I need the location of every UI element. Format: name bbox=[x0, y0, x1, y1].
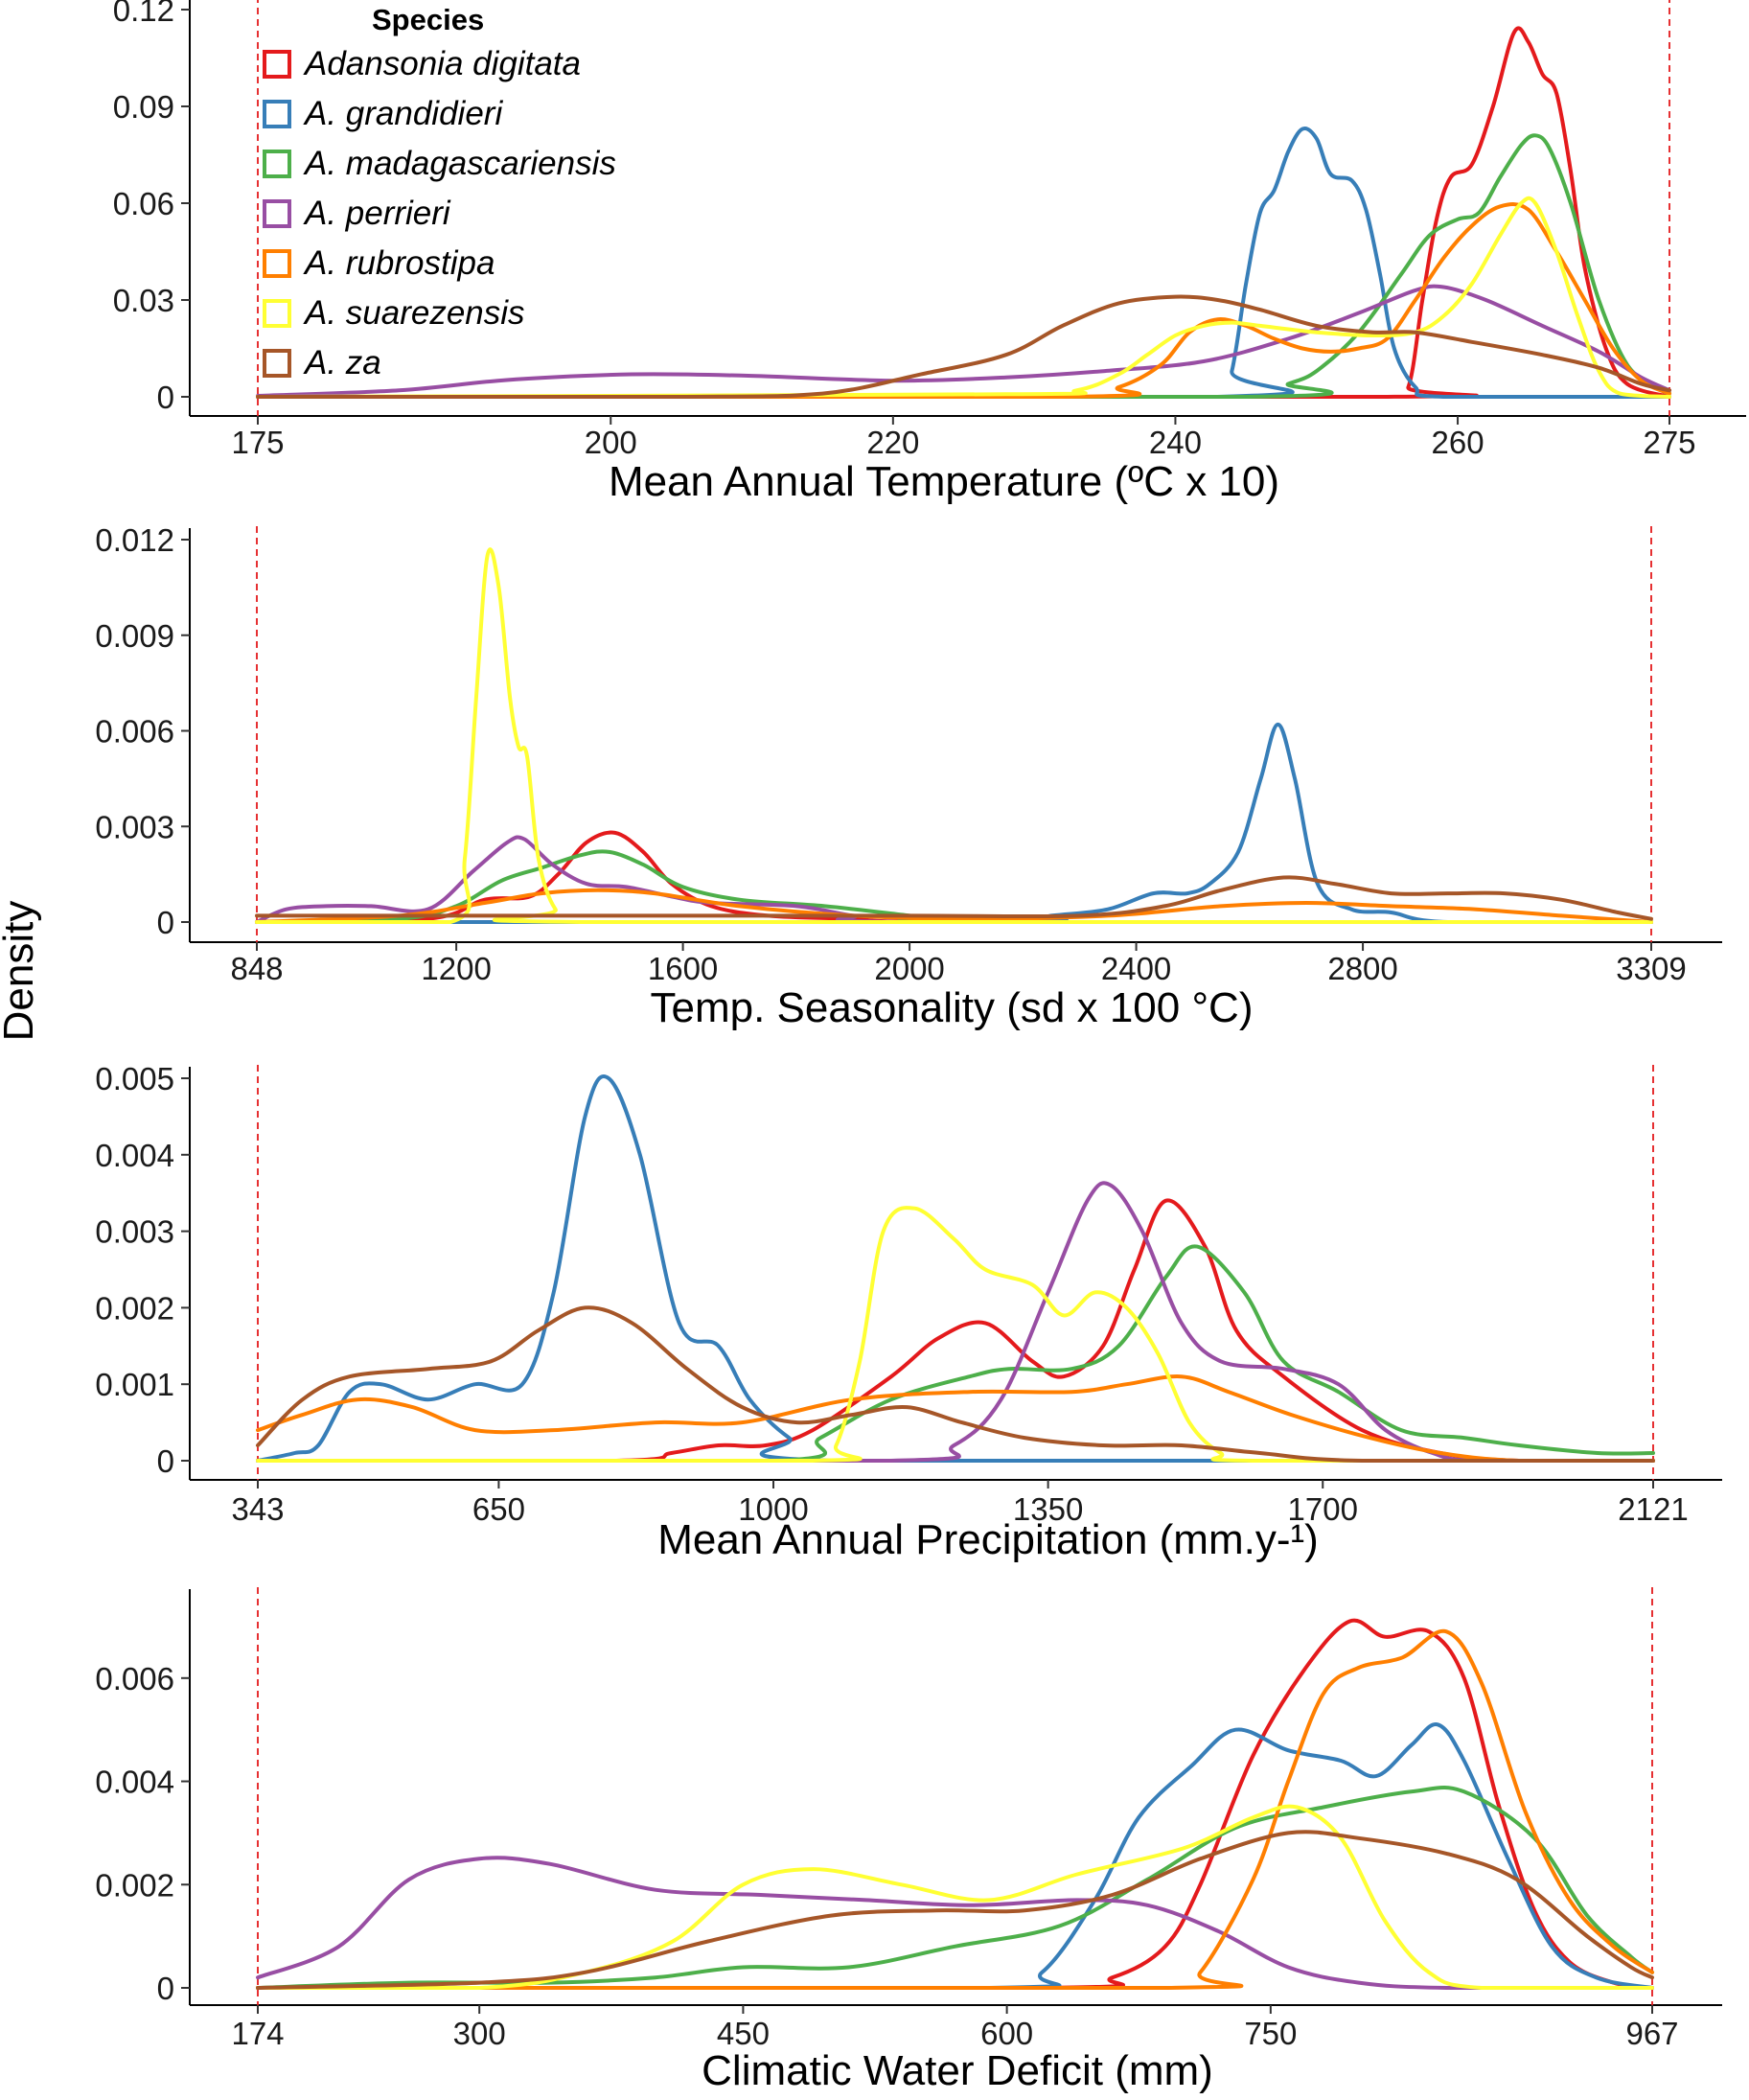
y-tick-label: 0.005 bbox=[95, 1061, 174, 1096]
density-curve bbox=[256, 294, 1671, 400]
density-curve bbox=[256, 1618, 1654, 1991]
x-axis-title: Mean Annual Precipitation (mm.y-¹) bbox=[657, 1516, 1319, 1563]
x-tick-label: 240 bbox=[1149, 425, 1202, 460]
x-tick-label: 300 bbox=[453, 2016, 506, 2051]
y-tick-label: 0.004 bbox=[95, 1138, 174, 1173]
y-tick-label: 0.09 bbox=[113, 89, 174, 125]
density-curve bbox=[256, 1206, 1655, 1464]
x-tick-label: 275 bbox=[1643, 425, 1695, 460]
x-tick-label: 967 bbox=[1625, 2016, 1678, 2051]
x-tick-label: 450 bbox=[717, 2016, 770, 2051]
x-tick-label: 260 bbox=[1432, 425, 1484, 460]
density-curve bbox=[256, 284, 1671, 398]
x-tick-label: 174 bbox=[231, 2016, 284, 2051]
x-tick-label: 2400 bbox=[1101, 951, 1171, 986]
density-curve bbox=[256, 1786, 1654, 1990]
density-curve bbox=[255, 875, 1653, 921]
x-tick-label: 2000 bbox=[874, 951, 944, 986]
x-tick-label: 750 bbox=[1244, 2016, 1297, 2051]
y-tick-label: 0.012 bbox=[95, 522, 174, 558]
density-curve bbox=[256, 1244, 1655, 1464]
density-curve bbox=[256, 1856, 1654, 1991]
legend-swatch bbox=[263, 199, 291, 228]
y-tick-label: 0.004 bbox=[95, 1765, 174, 1800]
x-tick-label: 3309 bbox=[1616, 951, 1686, 986]
legend-label: A. suarezensis bbox=[303, 294, 525, 332]
x-tick-label: 1700 bbox=[1288, 1491, 1358, 1527]
x-tick-label: 2121 bbox=[1618, 1491, 1688, 1527]
legend-swatch bbox=[263, 249, 291, 278]
x-axis-title: Temp. Seasonality (sd x 100 °C) bbox=[651, 984, 1254, 1031]
x-tick-label: 1200 bbox=[421, 951, 491, 986]
legend-label: A. perrieri bbox=[303, 195, 451, 232]
legend-label: A. za bbox=[303, 344, 381, 381]
y-tick-label: 0 bbox=[157, 1443, 174, 1479]
x-tick-label: 650 bbox=[472, 1491, 525, 1527]
legend-swatch bbox=[263, 349, 291, 378]
y-tick-label: 0.009 bbox=[95, 618, 174, 654]
x-tick-label: 220 bbox=[866, 425, 919, 460]
x-axis-title: Climatic Water Deficit (mm) bbox=[702, 2047, 1213, 2094]
legend-label: Adansonia digitata bbox=[303, 45, 581, 82]
density-curve bbox=[256, 26, 1671, 400]
y-tick-label: 0.002 bbox=[95, 1290, 174, 1326]
density-curve bbox=[256, 1074, 1655, 1464]
legend-label: A. madagascariensis bbox=[303, 145, 616, 182]
panel-2: 0 0.003 0.006 0.009 0.012 848 1200 1600 2000 2400… bbox=[95, 522, 1722, 1031]
legend-swatch bbox=[263, 150, 291, 178]
x-tick-label: 600 bbox=[980, 2016, 1033, 2051]
legend-swatch bbox=[263, 50, 291, 79]
y-tick-label: 0.001 bbox=[95, 1367, 174, 1402]
y-tick-label: 0.002 bbox=[95, 1867, 174, 1903]
legend-label: A. rubrostipa bbox=[303, 244, 495, 282]
x-tick-label: 1350 bbox=[1013, 1491, 1083, 1527]
density-curve bbox=[256, 1628, 1654, 1991]
y-tick-label: 0.003 bbox=[95, 809, 174, 844]
y-tick-label: 0.03 bbox=[113, 283, 174, 318]
density-curve bbox=[256, 1181, 1655, 1464]
panel-1: 0 0.03 0.06 0.09 0.12 175 200 220 240 260 275 Mean … bbox=[113, 0, 1746, 505]
density-curve bbox=[256, 1830, 1654, 1990]
x-tick-label: 175 bbox=[231, 425, 284, 460]
density-curve bbox=[255, 547, 1653, 925]
density-curve bbox=[256, 1374, 1655, 1464]
legend-swatch bbox=[263, 299, 291, 328]
y-tick-label: 0.006 bbox=[95, 1661, 174, 1696]
y-tick-label: 0.006 bbox=[95, 714, 174, 750]
y-tick-label: 0 bbox=[157, 1971, 174, 2006]
x-tick-label: 200 bbox=[585, 425, 637, 460]
density-curve bbox=[256, 196, 1671, 399]
y-tick-label: 0.06 bbox=[113, 186, 174, 221]
x-tick-label: 848 bbox=[230, 951, 283, 986]
y-tick-label: 0.003 bbox=[95, 1214, 174, 1250]
density-curve bbox=[256, 1305, 1655, 1464]
y-tick-label: 0 bbox=[157, 380, 174, 415]
x-tick-label: 343 bbox=[231, 1491, 284, 1527]
density-curve bbox=[255, 888, 1653, 924]
density-curve bbox=[256, 1198, 1655, 1464]
y-tick-label: 0.12 bbox=[113, 0, 174, 28]
x-tick-label: 1600 bbox=[648, 951, 718, 986]
legend-label: A. grandidieri bbox=[303, 95, 503, 132]
x-axis-title: Mean Annual Temperature (ºC x 10) bbox=[609, 458, 1279, 505]
legend: Species Adansonia digitata A. grandidieri… bbox=[263, 3, 616, 381]
panel-4: 0 0.002 0.004 0.006 174 300 450 600 750 967 Climat… bbox=[95, 1587, 1722, 2094]
panel-3: 0 0.001 0.002 0.003 0.004 0.005 343 650 1000 1350… bbox=[95, 1061, 1722, 1563]
legend-title: Species bbox=[372, 3, 484, 36]
y-axis-label: Density bbox=[0, 901, 42, 1042]
y-tick-label: 0 bbox=[157, 905, 174, 940]
legend-swatch bbox=[263, 100, 291, 128]
density-curve bbox=[256, 1804, 1654, 1991]
density-curve bbox=[256, 133, 1671, 400]
x-tick-label: 2800 bbox=[1327, 951, 1397, 986]
x-tick-label: 1000 bbox=[738, 1491, 808, 1527]
